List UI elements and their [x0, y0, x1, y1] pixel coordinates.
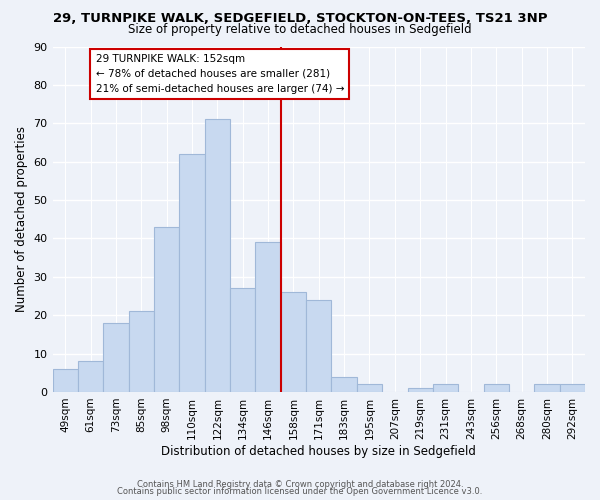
- Bar: [205, 120, 230, 392]
- Text: 29, TURNPIKE WALK, SEDGEFIELD, STOCKTON-ON-TEES, TS21 3NP: 29, TURNPIKE WALK, SEDGEFIELD, STOCKTON-…: [53, 12, 547, 24]
- Bar: [433, 384, 458, 392]
- Bar: [484, 384, 509, 392]
- Bar: [128, 312, 154, 392]
- Bar: [154, 227, 179, 392]
- Text: Contains public sector information licensed under the Open Government Licence v3: Contains public sector information licen…: [118, 488, 482, 496]
- Bar: [407, 388, 433, 392]
- X-axis label: Distribution of detached houses by size in Sedgefield: Distribution of detached houses by size …: [161, 444, 476, 458]
- Y-axis label: Number of detached properties: Number of detached properties: [15, 126, 28, 312]
- Bar: [103, 323, 128, 392]
- Bar: [179, 154, 205, 392]
- Bar: [534, 384, 560, 392]
- Bar: [53, 369, 78, 392]
- Bar: [256, 242, 281, 392]
- Bar: [357, 384, 382, 392]
- Bar: [281, 292, 306, 392]
- Bar: [560, 384, 585, 392]
- Text: Size of property relative to detached houses in Sedgefield: Size of property relative to detached ho…: [128, 23, 472, 36]
- Bar: [306, 300, 331, 392]
- Bar: [78, 362, 103, 392]
- Text: Contains HM Land Registry data © Crown copyright and database right 2024.: Contains HM Land Registry data © Crown c…: [137, 480, 463, 489]
- Bar: [331, 376, 357, 392]
- Bar: [230, 288, 256, 392]
- Text: 29 TURNPIKE WALK: 152sqm
← 78% of detached houses are smaller (281)
21% of semi-: 29 TURNPIKE WALK: 152sqm ← 78% of detach…: [95, 54, 344, 94]
